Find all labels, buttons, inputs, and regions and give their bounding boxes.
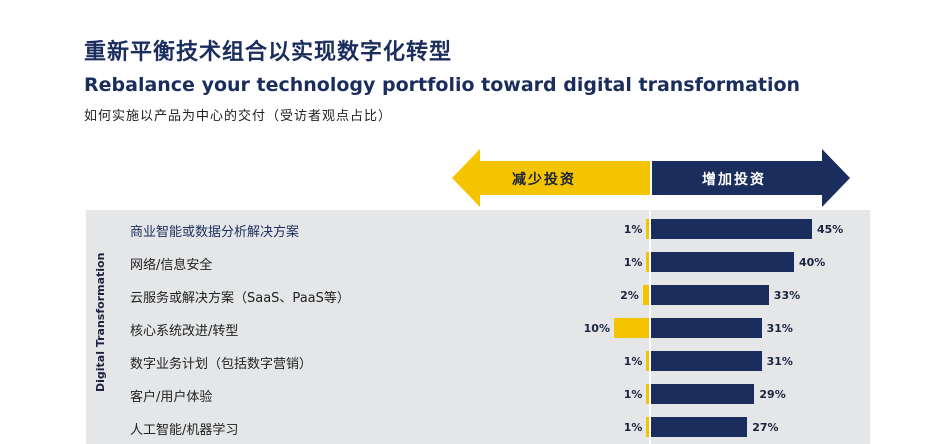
increase-bar [650, 417, 748, 437]
increase-value-label: 33% [773, 289, 801, 302]
chart-title-cn: 重新平衡技术组合以实现数字化转型 [84, 40, 453, 65]
category-label: 客户/用户体验 [130, 390, 213, 405]
decrease-value-label: 10% [583, 322, 610, 335]
zero-axis-line [649, 210, 651, 444]
increase-bar [650, 219, 812, 239]
category-label: 云服务或解决方案（SaaS、PaaS等） [130, 291, 350, 306]
chart-title-en: Rebalance your technology portfolio towa… [84, 74, 801, 96]
decrease-bar [646, 252, 650, 272]
decrease-bar [646, 219, 650, 239]
increase-bar [650, 384, 755, 404]
increase-bar [650, 285, 769, 305]
category-label: 数字业务计划（包括数字营销） [130, 357, 313, 372]
category-label: 核心系统改进/转型 [130, 324, 239, 339]
increase-bar [650, 351, 762, 371]
increase-bar [650, 252, 794, 272]
increase-value-label: 31% [766, 322, 793, 335]
legend-increase-label: 增加投资 [702, 172, 766, 188]
increase-value-label: 29% [759, 388, 786, 401]
decrease-bar [646, 384, 650, 404]
increase-value-label: 31% [766, 355, 793, 368]
decrease-bar [646, 351, 650, 371]
decrease-value-label: 1% [623, 355, 643, 368]
side-axis-label: Digital Transformation [94, 252, 107, 392]
decrease-value-label: 1% [623, 256, 643, 269]
decrease-value-label: 1% [623, 223, 643, 236]
decrease-bar [614, 318, 650, 338]
decrease-arrow-icon [452, 149, 650, 207]
decrease-bar [642, 285, 650, 305]
category-label: 商业智能或数据分析解决方案 [130, 225, 300, 240]
legend-decrease-label: 减少投资 [512, 172, 576, 188]
decrease-bar [646, 417, 650, 437]
decrease-value-label: 2% [620, 289, 639, 302]
chart-subtitle: 如何实施以产品为中心的交付（受访者观点占比） [84, 109, 393, 124]
category-label: 人工智能/机器学习 [130, 423, 239, 438]
increase-value-label: 40% [799, 256, 826, 269]
increase-value-label: 27% [752, 421, 779, 434]
decrease-value-label: 1% [623, 388, 643, 401]
increase-bar [650, 318, 762, 338]
category-label: 网络/信息安全 [130, 258, 213, 273]
increase-arrow-icon [652, 149, 850, 207]
increase-value-label: 45% [817, 223, 844, 236]
decrease-value-label: 1% [623, 421, 643, 434]
